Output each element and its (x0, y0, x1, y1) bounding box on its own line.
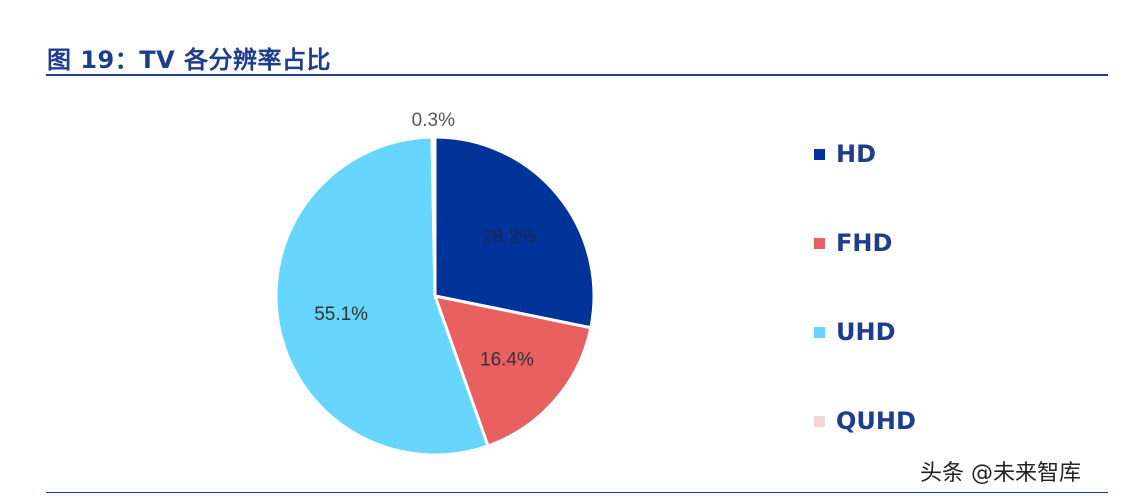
legend-swatch (814, 415, 825, 427)
legend-label: QUHD (836, 407, 916, 435)
title-underline (46, 74, 1108, 76)
pie-slice-hd (433, 135, 596, 330)
chart-title: 图 19：TV 各分辨率占比 (47, 46, 332, 74)
legend-item-hd: HD (814, 140, 876, 168)
pie-slice-fhd (432, 294, 593, 448)
data-label-hd: 28.2% (482, 227, 536, 248)
data-label-fhd: 16.4% (480, 350, 534, 371)
legend-label: UHD (836, 318, 896, 346)
legend-label: FHD (836, 229, 893, 257)
pie-slice-uhd (274, 135, 490, 457)
legend-item-quhd: QUHD (814, 407, 916, 435)
legend-swatch (814, 326, 825, 338)
legend-swatch (814, 237, 825, 249)
data-label-quhd: 0.3% (412, 110, 455, 131)
legend-item-uhd: UHD (814, 318, 896, 346)
legend-label: HD (836, 140, 877, 168)
watermark-text: 头条 @未来智库 (920, 461, 1081, 486)
legend-swatch (814, 148, 825, 160)
pie-slice-quhd (430, 135, 437, 297)
legend-item-fhd: FHD (814, 229, 892, 257)
bottom-rule (46, 492, 1108, 493)
data-label-uhd: 55.1% (314, 304, 368, 325)
